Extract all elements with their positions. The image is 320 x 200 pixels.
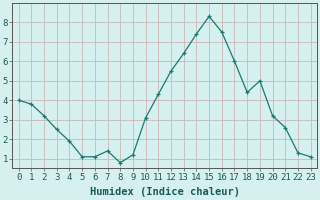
X-axis label: Humidex (Indice chaleur): Humidex (Indice chaleur) [90, 187, 240, 197]
